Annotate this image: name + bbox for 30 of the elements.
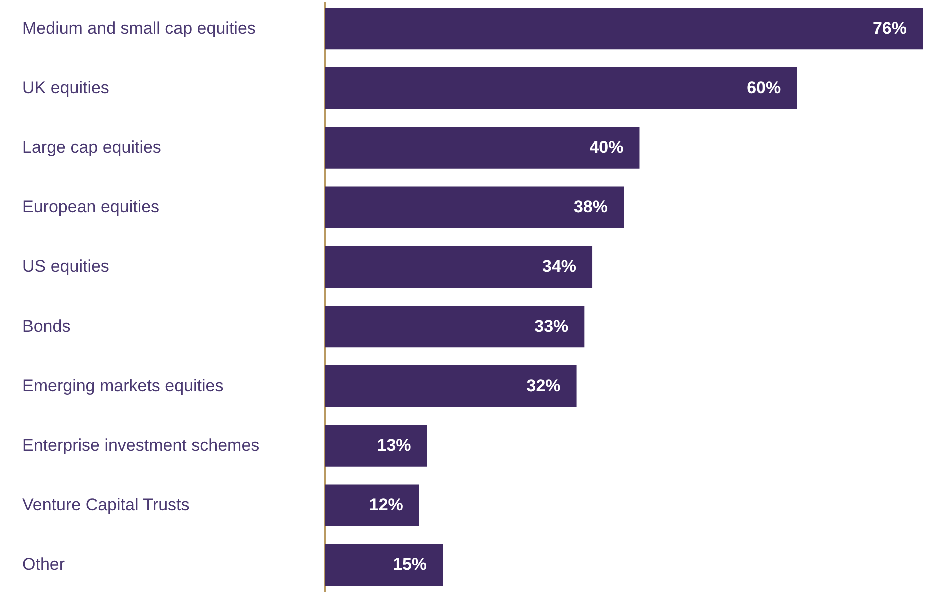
y-tick-label: Venture Capital Trusts bbox=[22, 496, 190, 515]
bar bbox=[325, 306, 585, 348]
y-tick-label: Emerging markets equities bbox=[22, 376, 224, 396]
bar bbox=[325, 68, 798, 110]
y-tick-label: Other bbox=[22, 555, 66, 574]
data-label: 32% bbox=[526, 376, 561, 396]
data-label: 15% bbox=[392, 555, 428, 574]
data-label: 33% bbox=[534, 316, 569, 336]
data-label: 76% bbox=[872, 18, 907, 38]
y-tick-label: US equities bbox=[22, 257, 110, 276]
data-label: 12% bbox=[369, 496, 404, 515]
bar bbox=[325, 246, 593, 288]
y-tick-label: European equities bbox=[22, 198, 160, 217]
bar bbox=[325, 186, 624, 228]
bar bbox=[325, 544, 444, 586]
y-tick-label: UK equities bbox=[22, 78, 110, 98]
data-label: 38% bbox=[574, 198, 608, 217]
y-tick-label: Bonds bbox=[22, 316, 71, 336]
y-tick-label: Medium and small cap equities bbox=[22, 18, 256, 38]
data-label: 40% bbox=[590, 138, 624, 158]
bar bbox=[325, 484, 420, 526]
y-tick-label: Enterprise investment schemes bbox=[22, 436, 260, 455]
bar bbox=[325, 127, 640, 169]
data-label: 60% bbox=[747, 78, 782, 98]
bar bbox=[325, 8, 923, 50]
y-tick-label: Large cap equities bbox=[22, 138, 162, 158]
bar bbox=[325, 366, 577, 408]
data-label: 13% bbox=[377, 436, 412, 455]
data-label: 34% bbox=[542, 257, 577, 276]
bar bbox=[325, 425, 428, 467]
